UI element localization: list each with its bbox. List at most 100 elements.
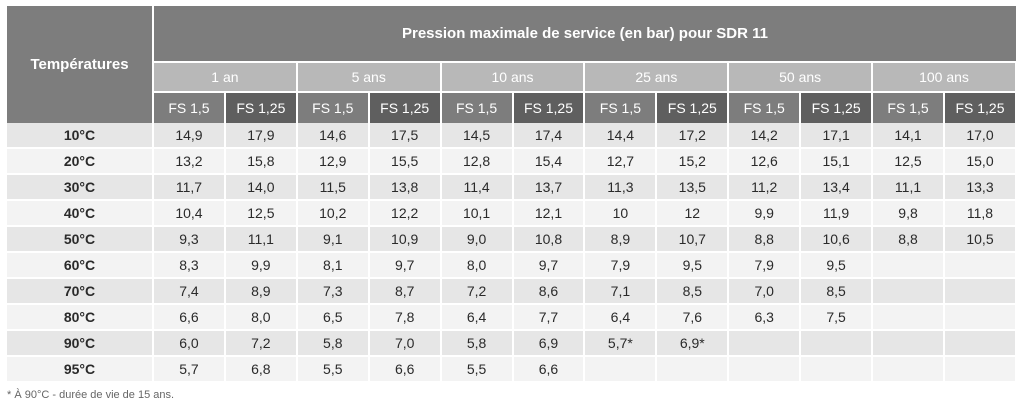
pressure-cell: 8,0 (440, 252, 514, 279)
pressure-cell (943, 278, 1018, 305)
pressure-cell: 14,0 (224, 174, 298, 201)
pressure-cell: 7,2 (440, 278, 514, 305)
pressure-cell: 13,4 (800, 174, 874, 201)
pressure-cell: 13,8 (368, 174, 442, 201)
pressure-cell: 17,4 (512, 123, 586, 149)
fs-header: FS 1,5 (296, 91, 370, 123)
fs-header-row: FS 1,5 FS 1,25 FS 1,5 FS 1,25 FS 1,5 FS … (7, 91, 1018, 123)
pressure-cell: 5,7 (153, 356, 226, 383)
pressure-cell: 8,8 (872, 226, 945, 253)
pressure-cell: 7,5 (800, 304, 874, 331)
fs-header: FS 1,25 (368, 91, 442, 123)
pressure-cell: 6,3 (728, 304, 802, 331)
pressure-cell (943, 252, 1018, 279)
pressure-cell (943, 304, 1018, 331)
pressure-cell: 14,9 (153, 123, 226, 149)
pressure-cell: 13,5 (656, 174, 730, 201)
pressure-cell: 7,9 (728, 252, 802, 279)
pressure-cell: 15,5 (368, 148, 442, 175)
pressure-cell: 17,5 (368, 123, 442, 149)
pressure-cell: 10 (584, 200, 658, 227)
pressure-cell (943, 356, 1018, 383)
pressure-cell: 7,9 (584, 252, 658, 279)
pressure-cell: 14,1 (872, 123, 945, 149)
temperature-cell: 60°C (7, 252, 154, 279)
temperature-cell: 30°C (7, 174, 154, 201)
pressure-cell (800, 356, 874, 383)
pressure-cell: 12,2 (368, 200, 442, 227)
pressure-cell: 6,6 (512, 356, 586, 383)
table-row: 50°C 9,3 11,1 9,1 10,9 9,0 10,8 8,9 10,7 8,8 10,6 8… (7, 226, 1018, 253)
pressure-cell: 9,9 (224, 252, 298, 279)
pressure-cell: 9,8 (872, 200, 945, 227)
temperature-cell: 70°C (7, 278, 154, 305)
temperatures-header: Températures (7, 6, 154, 123)
pressure-cell: 17,9 (224, 123, 298, 149)
table-row: 95°C 5,7 6,8 5,5 6,6 5,5 6,6 (7, 356, 1018, 383)
table-row: 80°C 6,6 8,0 6,5 7,8 6,4 7,7 6,4 7,6 6,3 7,5 (7, 304, 1018, 331)
fs-header: FS 1,25 (943, 91, 1018, 123)
pressure-cell (872, 252, 945, 279)
pressure-cell: 10,2 (296, 200, 370, 227)
pressure-cell: 10,9 (368, 226, 442, 253)
pressure-cell: 7,0 (368, 330, 442, 357)
table-title: Pression maximale de service (en bar) po… (153, 6, 1016, 63)
pressure-cell: 7,2 (224, 330, 298, 357)
pressure-cell: 8,3 (153, 252, 226, 279)
pressure-cell: 12,6 (728, 148, 802, 175)
pressure-cell: 15,0 (943, 148, 1018, 175)
fs-header: FS 1,25 (656, 91, 730, 123)
pressure-cell: 6,9* (656, 330, 730, 357)
table-row: 40°C 10,4 12,5 10,2 12,2 10,1 12,1 10 12 9,9 11,9 9… (7, 200, 1018, 227)
pressure-cell: 11,7 (153, 174, 226, 201)
pressure-cell: 15,1 (800, 148, 874, 175)
table-row: 60°C 8,3 9,9 8,1 9,7 8,0 9,7 7,9 9,5 7,9 9,5 (7, 252, 1018, 279)
fs-header: FS 1,5 (728, 91, 802, 123)
fs-header: FS 1,5 (872, 91, 945, 123)
pressure-cell: 10,1 (440, 200, 514, 227)
period-header: 50 ans (728, 62, 874, 92)
pressure-cell: 15,8 (224, 148, 298, 175)
pressure-cell (872, 304, 945, 331)
pressure-cell: 6,4 (584, 304, 658, 331)
pressure-cell: 8,0 (224, 304, 298, 331)
fs-header: FS 1,25 (224, 91, 298, 123)
period-header-row: 1 an 5 ans 10 ans 25 ans 50 ans 100 ans (7, 62, 1017, 92)
temperature-cell: 10°C (7, 123, 154, 149)
pressure-cell: 11,3 (584, 174, 658, 201)
pressure-cell: 8,6 (512, 278, 586, 305)
pressure-cell: 12,1 (512, 200, 586, 227)
pressure-cell: 5,8 (296, 330, 370, 357)
pressure-cell: 11,4 (440, 174, 514, 201)
pressure-cell: 5,8 (440, 330, 514, 357)
pressure-cell: 9,3 (153, 226, 226, 253)
pressure-cell: 10,5 (943, 226, 1018, 253)
pressure-table: Températures Pression maximale de servic… (7, 6, 1018, 383)
pressure-cell: 14,5 (440, 123, 514, 149)
pressure-cell (872, 356, 945, 383)
pressure-cell: 17,2 (656, 123, 730, 149)
table-row: 10°C 14,9 17,9 14,6 17,5 14,5 17,4 14,4 17,2 14,2… (7, 123, 1018, 149)
pressure-cell: 9,5 (656, 252, 730, 279)
period-header: 100 ans (872, 62, 1017, 92)
pressure-cell: 9,9 (728, 200, 802, 227)
pressure-cell: 6,0 (153, 330, 226, 357)
pressure-cell: 6,6 (153, 304, 226, 331)
table-row: 20°C 13,2 15,8 12,9 15,5 12,8 15,4 12,7 15,2 12,6… (7, 148, 1018, 175)
pressure-cell: 5,5 (296, 356, 370, 383)
pressure-cell: 12,9 (296, 148, 370, 175)
pressure-cell: 14,4 (584, 123, 658, 149)
period-header: 25 ans (584, 62, 730, 92)
pressure-cell: 9,1 (296, 226, 370, 253)
pressure-cell: 6,9 (512, 330, 586, 357)
table-row: 30°C 11,7 14,0 11,5 13,8 11,4 13,7 11,3 13,5 11,2… (7, 174, 1018, 201)
pressure-cell: 8,5 (800, 278, 874, 305)
pressure-cell: 12,7 (584, 148, 658, 175)
period-header: 1 an (153, 62, 298, 92)
pressure-cell: 11,1 (224, 226, 298, 253)
fs-header: FS 1,25 (800, 91, 874, 123)
pressure-cell: 8,5 (656, 278, 730, 305)
table-body: 10°C 14,9 17,9 14,6 17,5 14,5 17,4 14,4 17,2 14,2… (7, 123, 1018, 383)
fs-header: FS 1,5 (153, 91, 226, 123)
pressure-cell: 11,1 (872, 174, 945, 201)
